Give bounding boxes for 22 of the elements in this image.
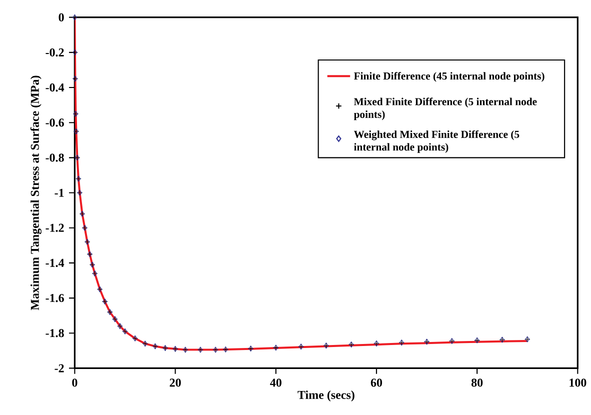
y-tick-label: -1.4 (46, 258, 64, 268)
legend-label: Finite Difference (45 internal node points) (354, 72, 544, 82)
legend-label: Weighted Mixed Finite Difference (5 internal node points) (354, 130, 520, 153)
y-tick-label: -1.6 (46, 294, 64, 302)
y-tick-label: -0.6 (46, 118, 64, 127)
y-tick-label: -1.2 (46, 224, 64, 232)
x-tick-label: 60 (370, 378, 382, 387)
y-tick-label: 0 (58, 13, 64, 22)
x-axis-title: Time (secs) (298, 390, 354, 402)
x-tick-label: 20 (170, 378, 181, 387)
x-tick-label: 0 (72, 378, 78, 387)
x-tick-label: 100 (570, 378, 586, 387)
y-tick-label: -1 (54, 188, 64, 197)
y-tick-label: -2 (54, 364, 64, 372)
x-tick-label: 40 (270, 378, 282, 387)
y-tick-label: -0.8 (46, 154, 64, 162)
legend-label: Mixed Finite Difference (5 internal node points) (354, 98, 537, 120)
y-tick-label: -0.2 (46, 48, 64, 57)
y-tick-label: -1.8 (46, 329, 64, 338)
y-axis-title: Maximum Tangential Stress at Surface (MPa) (30, 76, 42, 310)
x-tick-label: 80 (471, 378, 483, 387)
y-tick-label: -0.4 (46, 83, 64, 92)
